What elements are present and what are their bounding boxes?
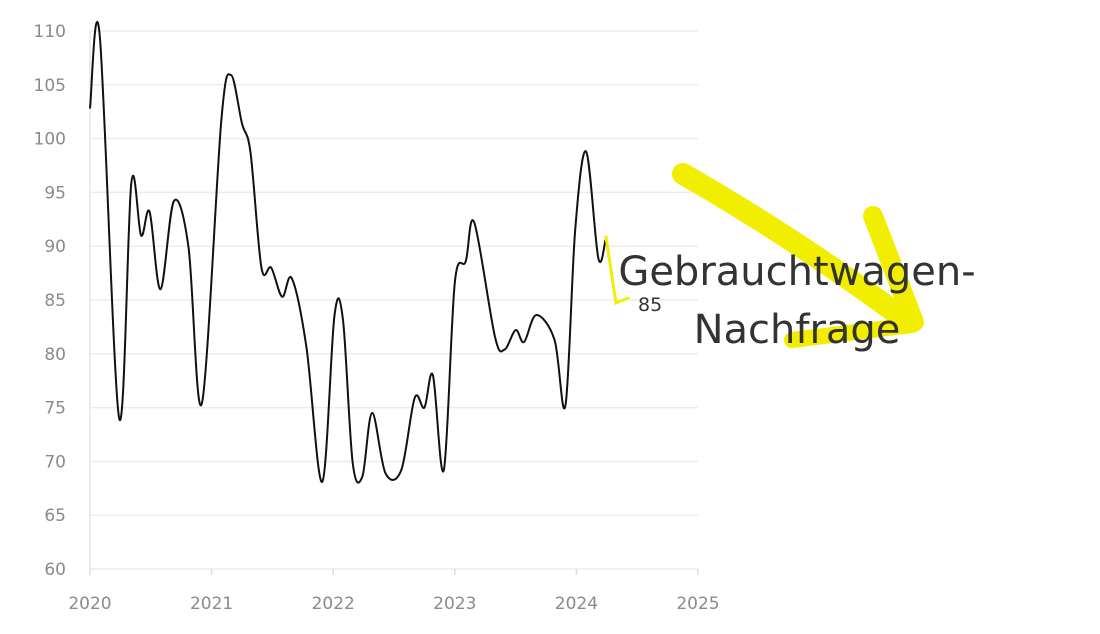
y-tick-label: 70 xyxy=(44,452,66,472)
y-tick-label: 90 xyxy=(44,237,66,257)
chart-title-line-2: Nachfrage xyxy=(694,307,901,353)
arrow-down-right-icon xyxy=(672,163,924,348)
y-tick-label: 65 xyxy=(44,506,66,526)
y-tick-label: 105 xyxy=(34,76,66,96)
y-tick-label: 85 xyxy=(44,291,66,311)
y-tick-label: 100 xyxy=(34,130,66,150)
annotation-bracket: 85 xyxy=(604,235,662,316)
y-tick-label: 75 xyxy=(44,399,66,419)
gridlines xyxy=(90,30,698,570)
annotation-label: 85 xyxy=(638,294,662,316)
x-tick-label: 2022 xyxy=(312,594,355,614)
y-tick-label: 95 xyxy=(44,183,66,203)
x-axis-ticks: 2020 2021 2022 2023 2024 2025 xyxy=(68,569,720,614)
chart-title-line-1: Gebrauchtwagen- xyxy=(618,249,975,295)
y-tick-label: 80 xyxy=(44,345,66,365)
y-tick-label: 110 xyxy=(34,22,66,42)
series-line xyxy=(89,21,607,484)
x-tick-label: 2021 xyxy=(190,594,233,614)
x-tick-label: 2024 xyxy=(555,594,598,614)
yellow-bracket-icon xyxy=(604,235,630,306)
x-tick-label: 2020 xyxy=(68,594,111,614)
y-axis-ticks: 60 65 70 75 80 85 90 95 100 105 110 xyxy=(34,22,66,580)
y-tick-label: 60 xyxy=(44,560,66,580)
x-tick-label: 2023 xyxy=(433,594,476,614)
x-tick-label: 2025 xyxy=(676,594,719,614)
